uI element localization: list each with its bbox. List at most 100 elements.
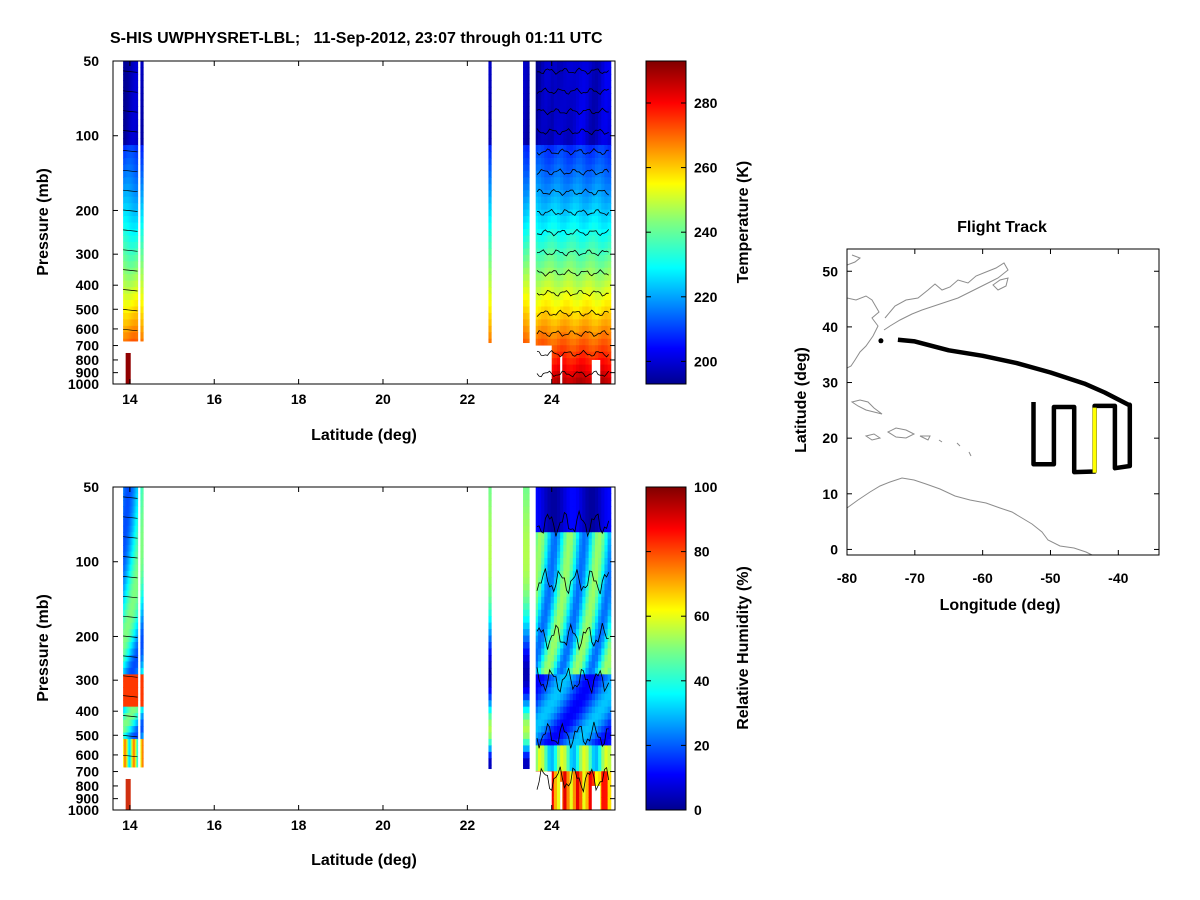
heatmap-cell — [524, 93, 527, 101]
heatmap-cell — [141, 764, 143, 768]
heatmap-cell — [566, 280, 571, 288]
heatmap-cell — [136, 183, 139, 191]
heatmap-cell — [123, 622, 126, 630]
heatmap-cell — [527, 80, 529, 88]
heatmap-cell — [541, 687, 545, 695]
heatmap-cell — [534, 112, 539, 120]
heatmap-cell — [136, 622, 139, 630]
heatmap-cell — [526, 274, 528, 282]
heatmap-cell — [528, 758, 530, 766]
heatmap-cell — [582, 338, 586, 346]
heatmap-cell — [582, 493, 586, 501]
heatmap-cell — [123, 112, 126, 120]
heatmap-cell — [594, 603, 599, 611]
heatmap-cell — [579, 616, 583, 624]
heatmap-cell — [585, 667, 590, 675]
heatmap-cell — [140, 293, 142, 301]
heatmap-cell — [526, 700, 528, 708]
heatmap-cell — [141, 261, 143, 269]
heatmap-cell — [534, 132, 539, 140]
heatmap-cell — [575, 764, 580, 772]
heatmap-cell — [125, 558, 128, 566]
heatmap-cell — [572, 338, 577, 346]
heatmap-cell — [142, 93, 144, 101]
heatmap-cell — [141, 280, 143, 288]
heatmap-cell — [525, 267, 528, 275]
heatmap-cell — [557, 306, 561, 314]
heatmap-cell — [598, 616, 602, 624]
heatmap-cell — [526, 693, 528, 701]
heatmap-cell — [550, 67, 555, 75]
heatmap-cell — [135, 170, 138, 178]
heatmap-cell — [128, 293, 130, 301]
heatmap-cell — [132, 254, 134, 262]
heatmap-cell — [547, 751, 552, 759]
heatmap-cell — [131, 164, 134, 172]
heatmap-cell — [575, 73, 580, 81]
heatmap-cell — [488, 674, 490, 682]
heatmap-cell — [134, 493, 137, 501]
heatmap-cell — [134, 61, 137, 69]
heatmap-cell — [604, 235, 609, 243]
heatmap-cell — [585, 609, 590, 617]
temperature-contours — [123, 67, 610, 378]
heatmap-cell — [490, 635, 492, 643]
heatmap-cell — [132, 577, 134, 585]
heatmap-cell — [541, 203, 545, 211]
heatmap-cell — [490, 706, 492, 714]
heatmap-cell — [129, 196, 131, 204]
heatmap-cell — [123, 267, 126, 275]
heatmap-cell — [523, 164, 525, 172]
heatmap-cell — [575, 713, 580, 721]
heatmap-cell — [123, 532, 126, 540]
heatmap-cell — [575, 319, 580, 327]
heatmap-cell — [490, 325, 492, 333]
heatmap-cell — [572, 177, 577, 185]
heatmap-cell — [594, 751, 599, 759]
heatmap-cell — [125, 635, 128, 643]
heatmap-cell — [607, 293, 612, 301]
heatmap-cell — [607, 80, 612, 88]
heatmap-cell — [553, 216, 558, 224]
heatmap-cell — [591, 235, 596, 243]
heatmap-cell — [563, 267, 567, 275]
heatmap-cell — [523, 577, 525, 585]
heatmap-cell — [488, 325, 490, 333]
heatmap-cell — [126, 609, 128, 617]
heatmap-cell — [131, 196, 134, 204]
heatmap-cell — [133, 203, 135, 211]
heatmap-cell — [594, 274, 599, 282]
heatmap-cell — [132, 332, 134, 340]
heatmap-cell — [132, 693, 134, 701]
heatmap-cell — [124, 261, 127, 269]
heatmap-cell — [135, 674, 138, 682]
heatmap-cell — [128, 119, 130, 127]
heatmap-cell — [534, 177, 539, 185]
heatmap-cell — [134, 538, 137, 546]
heatmap-cell — [140, 177, 142, 185]
heatmap-cell — [598, 228, 602, 237]
heatmap-cell — [547, 93, 552, 101]
heatmap-cell — [538, 300, 542, 308]
heatmap-cell — [591, 493, 596, 501]
heatmap-cell — [563, 332, 567, 340]
heatmap-cell — [129, 661, 131, 669]
heatmap-cell — [134, 596, 137, 604]
heatmap-cell — [524, 654, 527, 663]
heatmap-cell — [129, 112, 132, 120]
heatmap-cell — [126, 648, 128, 656]
heatmap-cell — [572, 144, 577, 153]
contour-line — [536, 188, 609, 196]
heatmap-cell — [141, 538, 143, 546]
heatmap-cell — [135, 235, 138, 243]
heatmap-cell — [488, 132, 490, 140]
heatmap-cell — [550, 713, 555, 721]
heatmap-cell — [575, 99, 580, 107]
heatmap-cell — [142, 661, 144, 669]
heatmap-cell — [579, 674, 583, 682]
heatmap-cell — [526, 732, 528, 740]
heatmap-cell — [490, 751, 492, 759]
heatmap-cell — [124, 196, 127, 204]
heatmap-cell — [128, 726, 130, 734]
heatmap-cell — [527, 138, 529, 146]
